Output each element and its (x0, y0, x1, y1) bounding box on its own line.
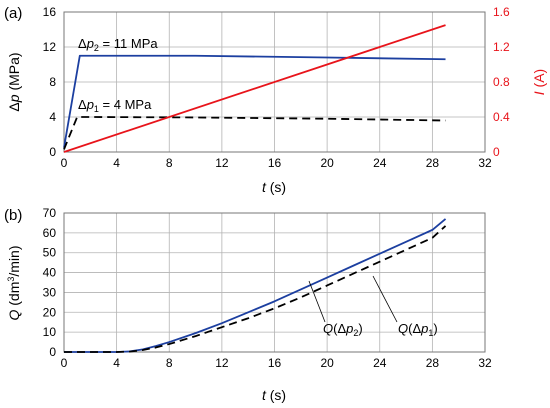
panel-a-label: (a) (4, 5, 22, 22)
panel-a-y-axis-label-text: Δp (MPa) (6, 52, 22, 111)
panel-b-series-line-0 (64, 218, 447, 353)
panel-a-x-tick-label: 0 (61, 156, 68, 170)
panel-b-frame (63, 212, 486, 353)
panel-a-x-tick-label: 20 (320, 156, 334, 170)
panel-a-right-y-tick-label: 1.2 (493, 40, 510, 54)
panel-a-series-line-1 (63, 116, 446, 150)
panel-a-y-tick-label: 12 (43, 40, 57, 54)
panel-b-x-tick-label: 4 (113, 356, 120, 370)
panel-b-x-tick-label: 32 (478, 356, 492, 370)
panel-a-y-axis-label: Δp (MPa) (6, 52, 22, 111)
panel-b-y-tick-label: 0 (49, 345, 56, 359)
panel-b-y-tick-label: 40 (43, 266, 57, 280)
panel-a-series-line-2 (63, 24, 446, 153)
panel-a-x-ticks: 0 4 8 12 16 20 24 28 32 (61, 156, 492, 170)
panel-b-x-tick-label: 0 (61, 356, 68, 370)
panel-a-x-tick-label: 32 (478, 156, 492, 170)
panel-a: (a) 0 4 8 12 16 0 0.4 0.8 1.2 1.6 0 4 8 12 16 20 24 28 3… (4, 5, 547, 195)
annotation-q-dp2: Q(Δp2) (323, 321, 363, 338)
panel-b-y-tick-label: 60 (43, 226, 57, 240)
panel-b-y-tick-label: 50 (43, 246, 57, 260)
leader-q-dp1 (372, 275, 398, 323)
panel-b-label: (b) (4, 207, 22, 224)
panel-b-series-line-1 (64, 225, 447, 353)
panel-a-y-tick-label: 8 (49, 75, 56, 89)
annotation-q-dp1: Q(Δp1) (398, 321, 438, 338)
panel-b-x-axis-label: t (s) (262, 387, 286, 403)
panel-a-right-y-tick-label: 0.8 (493, 75, 510, 89)
leader-q-dp2 (308, 280, 326, 323)
annotation-dp2: Δp2 = 11 MPa (78, 36, 158, 53)
panel-a-x-tick-label: 16 (268, 156, 282, 170)
panel-a-x-tick-label: 12 (215, 156, 229, 170)
panel-b-y-tick-label: 10 (43, 325, 57, 339)
panel-a-right-y-tick-label: 0.4 (493, 110, 510, 124)
panel-a-series (63, 24, 446, 153)
panel-b-y-tick-label: 70 (43, 206, 57, 220)
panel-a-x-tick-label: 4 (113, 156, 120, 170)
panel-b-y-tick-label: 20 (43, 305, 57, 319)
panel-a-x-axis-label: t (s) (262, 179, 286, 195)
panel-a-right-y-axis-label: I (A) (531, 69, 547, 95)
panel-a-x-tick-label: 24 (373, 156, 387, 170)
panel-a-right-y-ticks: 0 0.4 0.8 1.2 1.6 (493, 5, 510, 159)
panel-b-x-tick-label: 24 (373, 356, 387, 370)
panel-b-y-axis-label: Q (dm3/min) (6, 245, 22, 320)
panel-b-grid (63, 212, 486, 353)
panel-a-right-y-tick-label: 1.6 (493, 5, 510, 19)
panel-a-x-tick-label: 28 (426, 156, 440, 170)
panel-b: (b) 0 10 20 30 40 50 60 70 0 4 8 12 16 20 24 28 32 Q (d… (4, 206, 492, 403)
panel-b-x-tick-label: 28 (426, 356, 440, 370)
panel-a-y-tick-label: 0 (49, 145, 56, 159)
panel-a-frame (63, 11, 486, 153)
panel-b-x-tick-label: 8 (166, 356, 173, 370)
panel-b-series (64, 218, 447, 353)
panel-b-x-tick-label: 16 (268, 356, 282, 370)
panel-a-x-tick-label: 8 (166, 156, 173, 170)
panel-b-y-tick-label: 30 (43, 285, 57, 299)
panel-b-x-tick-label: 20 (320, 356, 334, 370)
panel-b-y-ticks: 0 10 20 30 40 50 60 70 (43, 206, 57, 359)
panel-b-x-ticks: 0 4 8 12 16 20 24 28 32 (61, 356, 492, 370)
panel-a-right-y-tick-label: 0 (493, 145, 500, 159)
annotation-dp1: Δp1 = 4 MPa (78, 97, 152, 114)
panel-a-y-tick-label: 4 (49, 110, 56, 124)
panel-a-y-ticks: 0 4 8 12 16 (43, 5, 57, 159)
panel-b-x-tick-label: 12 (215, 356, 229, 370)
panel-a-y-tick-label: 16 (43, 5, 57, 19)
